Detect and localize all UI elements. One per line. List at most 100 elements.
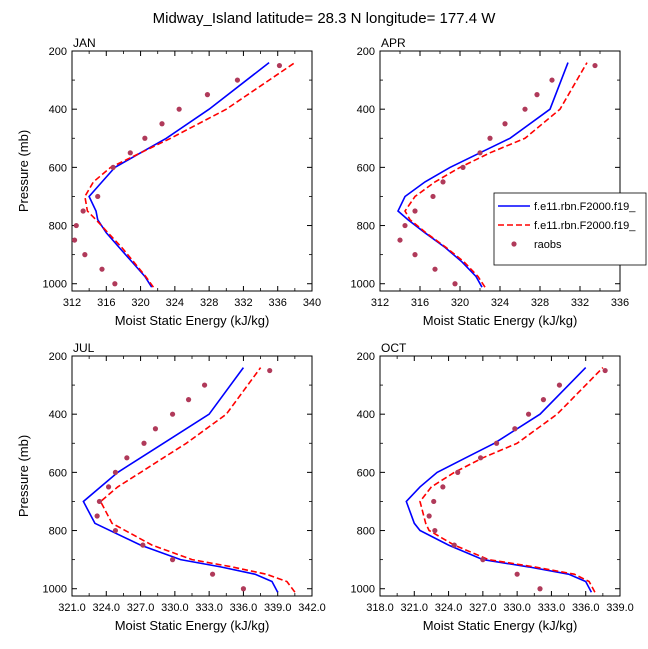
raobs-point [477, 455, 484, 461]
plot-area [82, 367, 296, 593]
raobs-point [549, 77, 555, 83]
raobs-point [209, 571, 216, 577]
y-tick-label: 400 [357, 104, 375, 116]
y-tick-label: 600 [357, 467, 375, 479]
raobs-point [460, 164, 466, 170]
x-tick-label: 316 [97, 297, 115, 309]
legend-marker [511, 241, 517, 247]
raobs-point [412, 252, 418, 258]
raobs-point [96, 498, 103, 505]
raobs-point [72, 237, 78, 243]
y-tick-label: 1000 [43, 584, 67, 596]
raobs-point [522, 106, 528, 112]
panel-apr: APR 312 316 320 324 328 332 336 200 400 600 800 1000… [351, 36, 630, 328]
raobs-point [112, 469, 119, 475]
raobs-point [82, 252, 88, 258]
panel-jul: JUL 321.0 324.0 327.0 330.0 333.0 336.0 339.0 34… [16, 341, 326, 633]
panel-label: JUL [73, 341, 95, 355]
raobs-point [502, 121, 508, 127]
y-tick-label: 800 [357, 221, 375, 233]
plot-area [72, 61, 296, 288]
x-axis-label: Moist Static Energy (kJ/kg) [115, 313, 270, 328]
raobs-point [276, 62, 283, 69]
x-axis-label: Moist Static Energy (kJ/kg) [423, 313, 578, 328]
x-tick-label: 330.0 [503, 602, 531, 614]
raobs-point [480, 557, 486, 563]
raobs-point [176, 106, 182, 112]
raobs-point [95, 193, 101, 200]
raobs-point [432, 266, 438, 272]
y-tick-label: 400 [357, 409, 375, 421]
x-tick-label: 336 [611, 297, 629, 309]
raobs-point [514, 571, 520, 577]
raobs-point [112, 281, 118, 287]
raobs-point [234, 77, 241, 83]
x-tick-label: 328 [531, 297, 549, 309]
series-line-solid [82, 367, 279, 593]
x-tick-label: 312 [63, 297, 81, 309]
panel-oct: OCT 318.0 321.0 324.0 327.0 330.0 333.0 336.0 33… [351, 341, 634, 633]
raobs-point [430, 193, 436, 200]
x-tick-label: 321.0 [401, 602, 429, 614]
raobs-point [477, 150, 483, 156]
x-tick-label: 316 [411, 297, 429, 309]
figure-title: Midway_Island latitude= 28.3 N longitude… [153, 10, 497, 27]
x-tick-label: 336 [269, 297, 287, 309]
raobs-point [141, 440, 147, 446]
raobs-point [592, 62, 598, 69]
raobs-point [455, 469, 461, 475]
x-tick-label: 324 [491, 297, 509, 309]
x-tick-label: 333.0 [195, 602, 223, 614]
raobs-point [204, 92, 211, 98]
raobs-point [487, 135, 493, 141]
y-tick-label: 600 [49, 467, 67, 479]
legend: f.e11.rbn.F2000.f19_ f.e11.rbn.F2000.f19_… [493, 192, 647, 266]
raobs-point [537, 586, 543, 592]
series-line-dashed [99, 367, 296, 593]
x-tick-label: 324 [166, 297, 184, 309]
raobs-point [525, 411, 532, 417]
y-axis-label: Pressure (mb) [16, 130, 31, 212]
plot-area [405, 367, 608, 593]
x-tick-label: 336.0 [230, 602, 258, 614]
y-tick-label: 400 [49, 409, 67, 421]
raobs-point [397, 237, 403, 243]
raobs-point [512, 426, 518, 432]
y-tick-label: 600 [357, 162, 375, 174]
x-tick-label: 324.0 [93, 602, 121, 614]
legend-label: f.e11.rbn.F2000.f19_ [534, 201, 636, 213]
panel-label: JAN [73, 36, 96, 50]
y-axis-label: Pressure (mb) [16, 435, 31, 517]
x-tick-label: 324.0 [435, 602, 463, 614]
raobs-point [99, 266, 105, 272]
x-tick-label: 332 [571, 297, 589, 309]
raobs-point [534, 92, 540, 98]
x-tick-label: 320 [451, 297, 469, 309]
raobs-point [602, 367, 608, 374]
raobs-point [432, 527, 438, 534]
raobs-point [142, 135, 148, 141]
x-tick-label: 321.0 [58, 602, 86, 614]
y-tick-label: 200 [49, 46, 67, 58]
x-axis-label: Moist Static Energy (kJ/kg) [115, 618, 270, 633]
y-tick-label: 200 [49, 351, 67, 363]
x-tick-label: 320 [131, 297, 149, 309]
x-tick-label: 318.0 [366, 602, 394, 614]
y-tick-label: 400 [49, 104, 67, 116]
raobs-point [493, 440, 500, 446]
plot-frame [71, 50, 313, 292]
raobs-point [440, 484, 446, 490]
y-tick-label: 200 [357, 351, 375, 363]
raobs-point [240, 586, 247, 592]
y-tick-label: 800 [49, 526, 67, 538]
legend-label: f.e11.rbn.F2000.f19_ [534, 220, 636, 232]
x-tick-label: 327.0 [469, 602, 497, 614]
series-line-solid [397, 62, 569, 288]
raobs-point [540, 397, 547, 403]
y-tick-label: 1000 [43, 279, 67, 291]
x-tick-label: 339.0 [606, 602, 634, 614]
raobs-point [412, 208, 418, 214]
raobs-point [169, 411, 176, 417]
raobs-point [451, 542, 457, 548]
